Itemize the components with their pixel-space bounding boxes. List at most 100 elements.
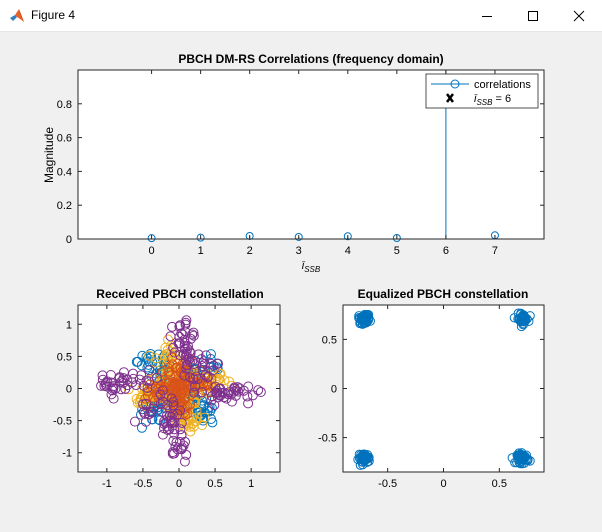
received-point <box>188 374 199 385</box>
correlation-xtick-label: 3 <box>296 245 302 257</box>
received-point <box>155 399 166 410</box>
received-point <box>233 386 244 397</box>
correlation-xtick-label: 0 <box>149 245 155 257</box>
received-point <box>188 330 199 341</box>
received-point <box>255 387 266 398</box>
received-point <box>203 371 214 382</box>
received-point <box>213 358 224 369</box>
received-point <box>142 382 153 393</box>
received-point <box>167 321 178 332</box>
correlation-axes-box <box>77 69 545 240</box>
received-point <box>197 420 208 431</box>
equalized-plot-area <box>343 305 544 472</box>
equalized-point <box>363 310 374 320</box>
received-point <box>187 418 198 429</box>
received-point <box>144 365 155 376</box>
legend-marker-circle <box>450 79 460 89</box>
received-xtick-label: 0.5 <box>207 478 222 490</box>
equalized-ytick-label: 0.5 <box>322 334 337 346</box>
received-point <box>134 397 145 408</box>
equalized-point <box>517 311 527 322</box>
received-point <box>164 410 175 421</box>
received-point <box>191 371 202 382</box>
equalized-point <box>359 450 369 460</box>
correlation-ytick-label: 0 <box>66 234 72 246</box>
stem-marker <box>392 233 401 242</box>
received-point <box>150 395 161 406</box>
received-point <box>182 360 193 371</box>
received-point <box>108 393 119 404</box>
received-ytick-label: -1 <box>62 448 72 460</box>
received-point <box>172 386 183 397</box>
received-point <box>180 350 191 361</box>
received-point <box>105 369 116 380</box>
received-point <box>97 374 108 385</box>
received-point <box>175 320 186 331</box>
received-point <box>181 449 192 460</box>
correlation-xtick-label: 2 <box>247 245 253 257</box>
received-point <box>184 421 195 432</box>
matlab-icon <box>10 9 24 22</box>
received-point <box>185 379 196 390</box>
received-point <box>162 399 173 410</box>
received-ytick-label: 1 <box>66 319 72 331</box>
equalized-xtick-label: 0.5 <box>492 478 507 490</box>
received-point <box>180 364 191 375</box>
correlation-ytick-label: 0.4 <box>57 166 72 178</box>
received-point <box>192 374 203 385</box>
received-point <box>185 333 196 344</box>
received-point <box>187 329 198 340</box>
received-point <box>179 370 190 381</box>
correlation-ytick-label: 0.8 <box>57 99 72 111</box>
received-point <box>114 373 125 384</box>
correlation-axes: PBCH DM-RS Correlations (frequency domai… <box>42 52 545 274</box>
received-point <box>189 387 200 398</box>
received-point <box>223 389 234 400</box>
received-point <box>202 372 213 383</box>
figure-canvas: PBCH DM-RS Correlations (frequency domai… <box>42 52 545 490</box>
equalized-constellation-axes: Equalized PBCH constellation -0.5 0 0.5 -0.… <box>318 287 545 490</box>
received-point <box>207 417 218 428</box>
stem-marker <box>343 232 352 241</box>
stem-marker <box>147 234 156 243</box>
received-point <box>167 359 178 370</box>
equalized-point <box>359 454 370 465</box>
close-icon <box>573 10 585 21</box>
received-point <box>169 347 180 358</box>
correlation-xtick-label: 4 <box>345 245 351 257</box>
stem-marker <box>294 232 303 241</box>
correlation-xtick-label: 7 <box>492 245 498 257</box>
maximize-button[interactable] <box>510 0 556 31</box>
close-button[interactable] <box>556 0 602 31</box>
received-point <box>163 334 174 345</box>
equalized-point <box>359 318 370 329</box>
received-point <box>166 411 177 422</box>
received-point <box>158 365 169 376</box>
equalized-xtick-label: -0.5 <box>378 478 397 490</box>
received-point <box>116 384 127 395</box>
correlation-title: PBCH DM-RS Correlations (frequency domai… <box>178 52 443 66</box>
received-point <box>168 342 179 353</box>
received-point <box>215 390 226 401</box>
received-ytick-label: 0.5 <box>57 351 72 363</box>
received-point <box>243 398 254 409</box>
received-point <box>188 327 199 338</box>
received-point <box>150 357 161 368</box>
received-point <box>151 353 162 364</box>
correlation-xlabel-subscript: SSB <box>304 265 321 274</box>
received-point <box>168 396 179 407</box>
received-point <box>179 340 190 351</box>
minimize-button[interactable] <box>464 0 510 31</box>
received-point <box>197 387 208 398</box>
received-point <box>127 377 138 388</box>
equalized-title: Equalized PBCH constellation <box>358 287 529 301</box>
received-point <box>242 391 253 402</box>
received-point <box>138 406 149 417</box>
received-title: Received PBCH constellation <box>96 287 263 301</box>
legend-box <box>425 73 539 109</box>
received-point <box>182 343 193 354</box>
received-point <box>136 360 147 371</box>
received-point <box>176 430 187 441</box>
received-point <box>205 349 216 360</box>
